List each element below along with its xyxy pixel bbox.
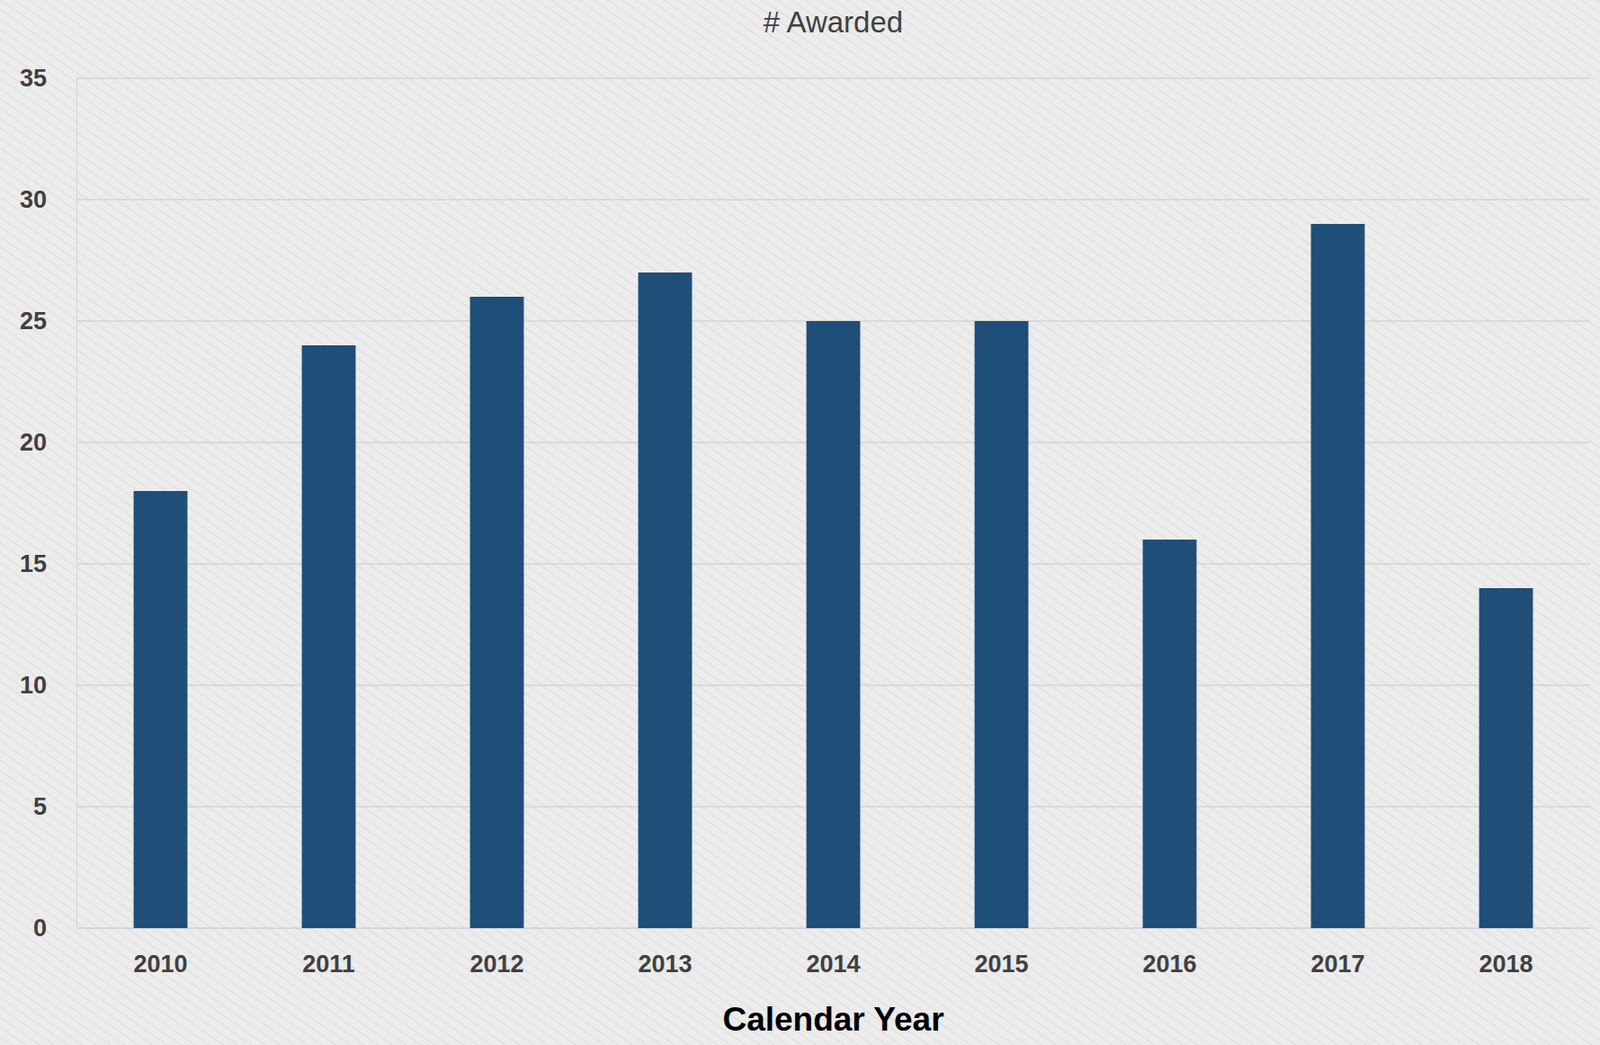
y-tick-label: 30 — [19, 186, 47, 214]
x-tick-label: 2013 — [637, 950, 692, 978]
background — [0, 0, 1600, 1045]
bar — [470, 296, 525, 929]
bar — [638, 272, 693, 929]
bar — [302, 345, 357, 929]
grid-line — [76, 77, 1591, 80]
x-tick: 2012 — [469, 928, 524, 978]
x-tick-label: 2015 — [974, 950, 1028, 978]
y-tick: 20 — [19, 429, 77, 456]
chart: 0510152025303520102011201220132014201520… — [0, 0, 1600, 1045]
x-tick: 2015 — [974, 928, 1028, 978]
y-tick: 10 — [19, 671, 77, 699]
bar — [1479, 588, 1534, 929]
y-tick: 0 — [33, 914, 77, 942]
x-tick: 2011 — [302, 928, 356, 978]
x-tick: 2017 — [1310, 928, 1365, 978]
y-tick-label: 20 — [19, 429, 47, 456]
y-tick: 30 — [19, 186, 77, 214]
y-tick-label: 15 — [19, 550, 47, 578]
x-axis-title: Calendar Year — [722, 1001, 944, 1038]
y-tick: 35 — [19, 64, 77, 92]
y-tick: 5 — [33, 793, 77, 821]
grid — [76, 78, 1591, 929]
bars — [134, 223, 1534, 929]
x-axis: 2010 2011 2012 2013 2014 2015 2016 2017 2018 — [77, 928, 1592, 978]
y-tick-label: 10 — [19, 671, 47, 699]
y-tick-label: 0 — [33, 914, 47, 942]
y-axis: 0 5 10 15 20 25 30 35 — [19, 64, 78, 942]
grid-line — [76, 198, 1591, 201]
y-tick: 15 — [19, 550, 77, 578]
y-tick-label: 25 — [19, 307, 47, 335]
y-tick-label: 5 — [33, 793, 47, 821]
x-tick: 2010 — [133, 928, 188, 978]
y-axis-line — [76, 79, 78, 930]
bar — [134, 491, 188, 929]
title: # Awarded — [763, 5, 903, 39]
x-tick-label: 2017 — [1310, 950, 1365, 978]
x-tick: 2018 — [1478, 928, 1533, 978]
x-tick-label: 2012 — [469, 950, 524, 978]
bar — [806, 321, 861, 929]
x-tick-label: 2018 — [1478, 950, 1533, 978]
bar — [974, 321, 1029, 929]
x-axis-line — [77, 928, 1592, 930]
bar — [1311, 223, 1366, 929]
x-tick: 2013 — [637, 928, 692, 978]
x-tick-label: 2010 — [133, 950, 188, 978]
y-tick-label: 35 — [19, 64, 47, 92]
y-tick: 25 — [19, 307, 77, 335]
x-tick: 2016 — [1142, 928, 1197, 978]
x-tick-label: 2016 — [1142, 950, 1197, 978]
x-tick-label: 2011 — [302, 950, 356, 978]
x-tick-label: 2014 — [805, 950, 860, 978]
bar — [1143, 539, 1198, 929]
x-tick: 2014 — [805, 928, 860, 978]
